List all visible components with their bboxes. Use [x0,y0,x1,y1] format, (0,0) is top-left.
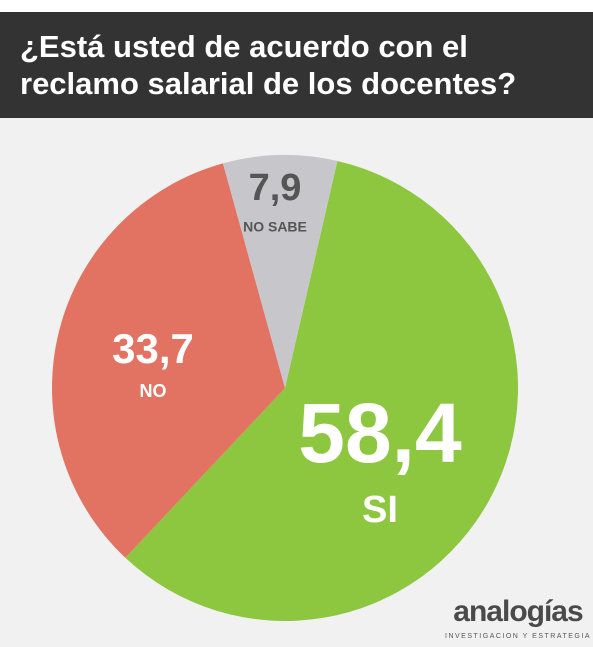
category-label: SI [362,489,398,531]
chart-title: ¿Está usted de acuerdo con el reclamo sa… [20,29,517,101]
title-bar: ¿Está usted de acuerdo con el reclamo sa… [0,12,593,118]
brand-tagline: INVESTIGACION Y ESTRATEGIA [445,633,591,640]
pie-slice [52,163,285,558]
pie-slice [125,160,518,621]
pie-slice [222,155,338,388]
value-label: 33,7 [112,325,194,372]
top-strip [0,0,593,12]
category-label: NO [140,381,167,401]
value-label: 58,4 [298,386,462,480]
category-label: NO SABE [243,219,307,235]
brand-name: analogías [453,595,583,628]
value-label: 7,9 [249,167,302,209]
